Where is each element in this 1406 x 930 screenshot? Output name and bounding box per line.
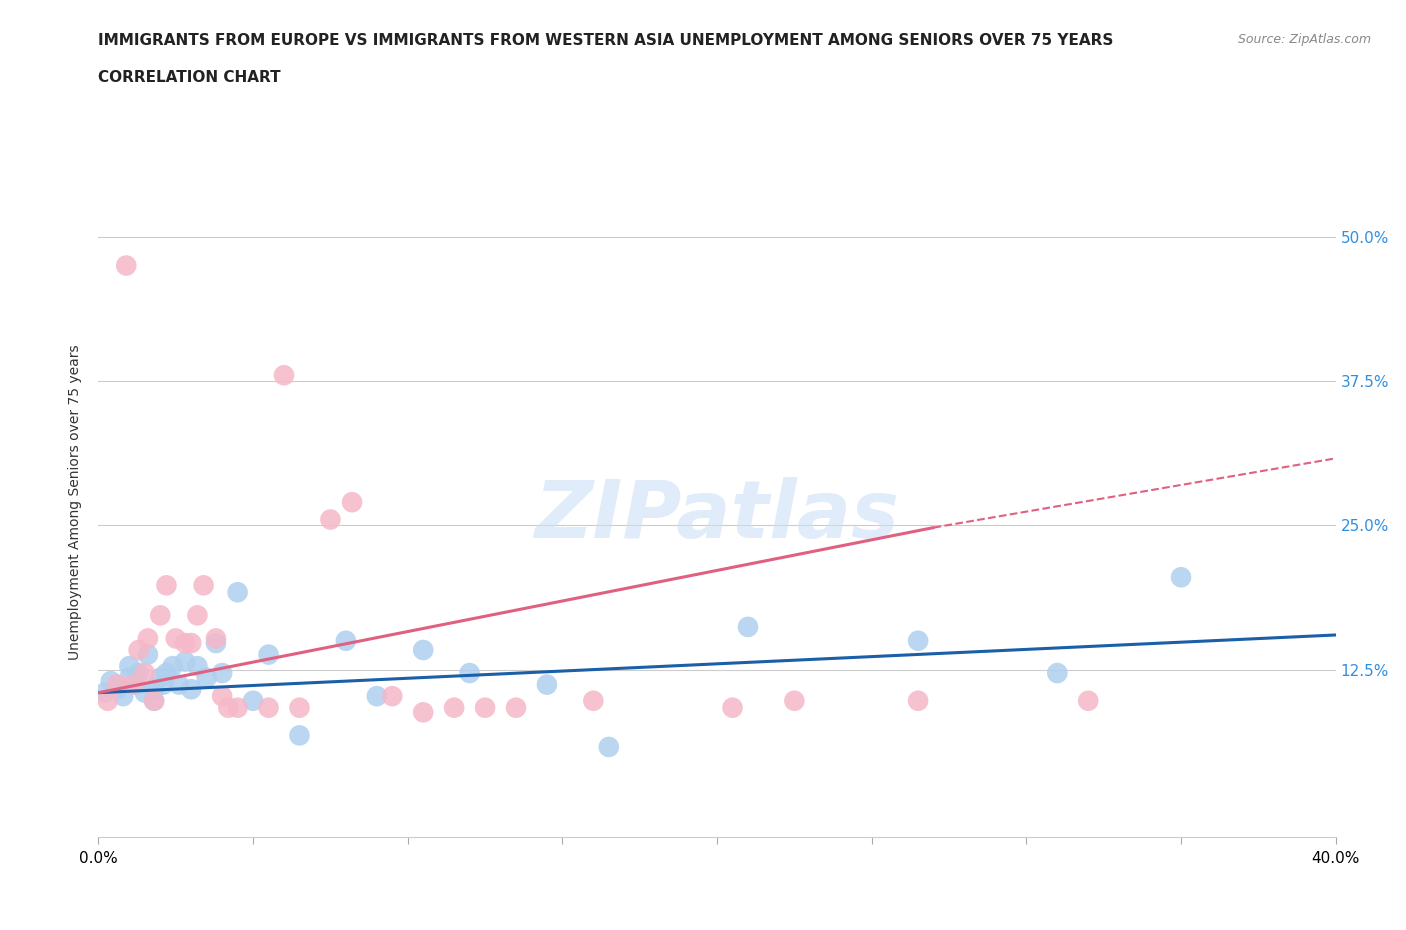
Point (381, 689, 404, 704)
Point (242, 694, 264, 709)
Point (598, 739, 620, 754)
Point (124, 677, 146, 692)
Text: CORRELATION CHART: CORRELATION CHART (98, 70, 281, 85)
Point (257, 700, 280, 715)
Text: Source: ZipAtlas.com: Source: ZipAtlas.com (1237, 33, 1371, 46)
Point (1077, 694, 1099, 709)
Point (186, 608, 208, 623)
Point (97, 694, 120, 709)
Point (211, 689, 233, 704)
Point (412, 705, 434, 720)
Point (205, 635, 228, 650)
Point (1170, 570, 1192, 585)
Point (149, 608, 172, 623)
Point (783, 694, 806, 709)
Point (155, 666, 177, 681)
Point (143, 682, 166, 697)
Point (193, 578, 215, 592)
Point (93, 685, 115, 700)
Point (412, 643, 434, 658)
Point (136, 631, 159, 645)
Point (128, 643, 150, 658)
Point (134, 666, 156, 681)
Point (128, 666, 150, 681)
Point (155, 578, 177, 592)
Point (505, 700, 527, 715)
Point (257, 647, 280, 662)
Point (186, 658, 208, 673)
Point (536, 677, 558, 692)
Text: IMMIGRANTS FROM EUROPE VS IMMIGRANTS FROM WESTERN ASIA UNEMPLOYMENT AMONG SENIOR: IMMIGRANTS FROM EUROPE VS IMMIGRANTS FRO… (98, 33, 1114, 47)
Text: ZIPatlas: ZIPatlas (534, 476, 900, 554)
Point (474, 700, 496, 715)
Point (335, 633, 357, 648)
Point (319, 512, 342, 527)
Point (115, 259, 138, 273)
Point (152, 677, 174, 692)
Point (105, 682, 128, 697)
Point (443, 700, 465, 715)
Point (366, 689, 388, 704)
Point (205, 631, 228, 645)
Point (180, 682, 202, 697)
Point (288, 700, 311, 715)
Point (143, 694, 166, 709)
Point (217, 700, 239, 715)
Point (288, 728, 311, 743)
Point (1046, 666, 1069, 681)
Point (226, 585, 249, 600)
Point (273, 367, 295, 382)
Point (226, 700, 249, 715)
Point (174, 654, 197, 669)
Point (195, 671, 218, 685)
Point (118, 658, 141, 673)
Point (134, 685, 156, 700)
Point (118, 671, 141, 685)
Point (721, 700, 744, 715)
Point (180, 635, 202, 650)
Point (143, 694, 166, 709)
Point (340, 495, 363, 510)
Point (737, 619, 759, 634)
Point (458, 666, 481, 681)
Point (167, 677, 190, 692)
Point (149, 671, 172, 685)
Point (907, 694, 929, 709)
Point (211, 666, 233, 681)
Point (582, 694, 605, 709)
Point (165, 631, 187, 645)
Point (174, 635, 197, 650)
Point (136, 647, 159, 662)
Point (105, 677, 128, 692)
Point (162, 658, 184, 673)
Point (100, 673, 122, 688)
Point (121, 677, 143, 692)
Point (112, 689, 135, 704)
Y-axis label: Unemployment Among Seniors over 75 years: Unemployment Among Seniors over 75 years (69, 344, 83, 660)
Point (907, 633, 929, 648)
